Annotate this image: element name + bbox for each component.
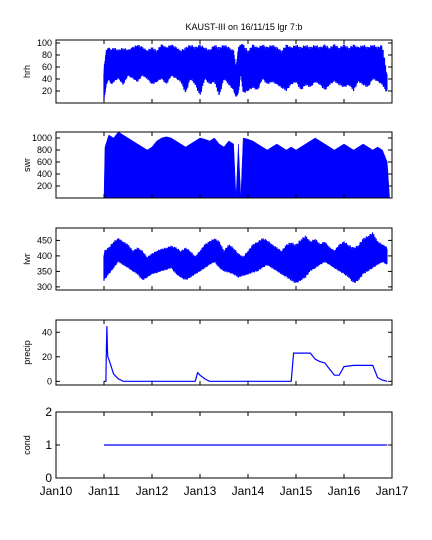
xtick-label: Jan15	[280, 484, 313, 498]
ytick-label: 450	[37, 235, 52, 245]
xtick-label: Jan11	[88, 484, 120, 498]
ytick-label: 1000	[32, 133, 52, 143]
ytick-label: 400	[37, 251, 52, 261]
axes-frame	[55, 319, 393, 386]
ytick-label: 1	[45, 438, 52, 452]
ytick-label: 200	[37, 181, 52, 191]
ylabel-precip: precip	[22, 340, 32, 365]
series-lwr	[103, 232, 388, 283]
ytick-label: 20	[42, 86, 52, 96]
ytick-label: 400	[37, 169, 52, 179]
xtick-label: Jan17	[376, 484, 409, 498]
ylabel-swr: swr	[22, 158, 32, 172]
series-precip	[104, 326, 388, 382]
xtick-label: Jan14	[232, 484, 265, 498]
xtick-label: Jan13	[184, 484, 217, 498]
ylabel-cond: cond	[22, 435, 32, 455]
subplots: 20406080100hrh2004006008001000swr3003504…	[22, 38, 409, 498]
subplot-lwr: 300 350 400 450 lwr	[22, 227, 393, 292]
ytick-label: 0	[47, 376, 52, 386]
ytick-label: 20	[42, 352, 52, 362]
ylabel-hrh: hrh	[22, 65, 32, 78]
axes-frame	[55, 131, 393, 199]
ytick-label: 40	[42, 327, 52, 337]
series-band	[103, 239, 388, 274]
ytick-label: 800	[37, 145, 52, 155]
subplot-cond: 0 1 2 Jan10 Jan11 Jan12 Jan13 Jan14 Jan15 Jan16 Ja…	[22, 405, 409, 498]
series-swr	[103, 132, 390, 198]
ytick-label: 60	[42, 62, 52, 72]
xtick-label: Jan10	[40, 484, 73, 498]
xtick-label: Jan12	[136, 484, 169, 498]
subplot-hrh: 20 40 60 80 100 hrh	[22, 38, 393, 104]
xtick-label: Jan16	[328, 484, 361, 498]
ytick-label: 300	[37, 282, 52, 292]
ytick-label: 40	[42, 74, 52, 84]
series-hrh	[103, 44, 388, 100]
chart-title: KAUST-III on 16/11/15 lgr 7:b	[186, 22, 303, 32]
axes-frame	[55, 227, 393, 291]
ytick-label: 350	[37, 266, 52, 276]
ytick-label: 0	[45, 471, 52, 485]
series-band	[103, 49, 388, 91]
axes-frame	[55, 39, 393, 104]
ytick-label: 80	[42, 50, 52, 60]
ytick-label: 600	[37, 157, 52, 167]
series-area	[103, 132, 390, 198]
subplot-swr: 200 400 600 800 1000 swr	[22, 131, 393, 199]
ytick-label: 100	[37, 38, 52, 48]
ytick-label: 2	[45, 405, 52, 419]
ylabel-lwr: lwr	[22, 253, 32, 265]
series-line	[104, 326, 388, 382]
subplot-precip: 0 20 40 precip	[22, 319, 393, 386]
